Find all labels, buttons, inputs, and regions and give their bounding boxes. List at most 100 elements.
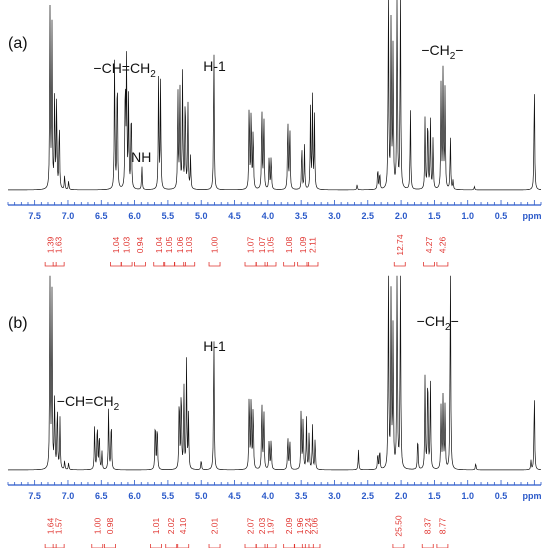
integral-bracket bbox=[421, 544, 434, 548]
integral-bracket bbox=[255, 262, 268, 267]
peak-annotation: −CH=CH2 bbox=[93, 60, 156, 80]
tick-label: 3.5 bbox=[295, 211, 308, 221]
integral-value: 1.05 bbox=[266, 236, 276, 253]
tick-label: 4.5 bbox=[228, 491, 241, 501]
integral-value: 1.05 bbox=[164, 236, 174, 253]
integral-bracket bbox=[264, 544, 277, 548]
integral-bracket bbox=[150, 544, 162, 548]
tick-label: 2.0 bbox=[395, 491, 408, 501]
integral-bracket bbox=[208, 544, 221, 548]
tick-label: 1.0 bbox=[461, 491, 474, 501]
integral-value: 4.10 bbox=[178, 517, 188, 534]
spectrum-panel-b: (b) −CH=CH2 H-1 −CH2− 7.5 7.0 6.5 6.0 5.5 5.0 4.5 4… bbox=[7, 275, 542, 548]
tick-label: 2.5 bbox=[362, 491, 375, 501]
integral-bracket bbox=[436, 262, 449, 267]
integral-bracket bbox=[177, 544, 190, 548]
tick-label: 6.5 bbox=[95, 211, 108, 221]
spectrum-panel-a: (a) −CH=CH2 NH H-1 −CH2− 7.5 7.0 6.5 6.0 5.5 5.0 4.… bbox=[7, 0, 542, 267]
tick-label: 7.5 bbox=[28, 211, 41, 221]
integral-bracket bbox=[264, 262, 277, 267]
tick-label: 4.5 bbox=[228, 211, 241, 221]
tick-label: 7.0 bbox=[62, 491, 75, 501]
spectrum-trace bbox=[8, 0, 541, 191]
tick-label: 5.5 bbox=[162, 211, 175, 221]
tick-label: 2.5 bbox=[362, 211, 375, 221]
integral-bracket bbox=[52, 544, 65, 548]
integral-value: 12.74 bbox=[395, 234, 405, 256]
axis-unit-label: ppm bbox=[523, 491, 542, 501]
integral-bracket bbox=[110, 262, 122, 267]
integral-bracket bbox=[392, 544, 405, 548]
peak-annotation: H-1 bbox=[203, 338, 226, 354]
peak-annotation: −CH2− bbox=[421, 42, 463, 62]
integral-value: 2.01 bbox=[210, 517, 220, 534]
tick-label: 1.5 bbox=[428, 211, 441, 221]
integral-bracket bbox=[244, 262, 257, 267]
integral-bracket bbox=[163, 262, 176, 267]
integral-bracket bbox=[293, 544, 306, 548]
tick-label: 4.0 bbox=[262, 211, 275, 221]
integral-value: 1.57 bbox=[54, 517, 64, 534]
integral-value: 1.04 bbox=[154, 236, 164, 253]
peak-annotation: NH bbox=[131, 149, 151, 165]
tick-label: 4.0 bbox=[262, 491, 275, 501]
integral-bracket bbox=[165, 544, 178, 548]
integral-bracket bbox=[173, 262, 186, 267]
integral-bracket bbox=[153, 262, 166, 267]
integral-value: 1.03 bbox=[122, 236, 132, 253]
integral-value: 4.26 bbox=[437, 236, 447, 253]
integral-value: 1.63 bbox=[54, 236, 64, 253]
tick-label: 7.5 bbox=[28, 491, 41, 501]
integral-value: 2.06 bbox=[309, 517, 319, 534]
integral-value: 1.04 bbox=[111, 236, 121, 253]
tick-label: 3.0 bbox=[328, 211, 341, 221]
tick-label: 5.0 bbox=[195, 491, 208, 501]
integral-value: 2.11 bbox=[307, 237, 317, 253]
peak-annotation: −CH2− bbox=[417, 313, 459, 333]
integral-bracket bbox=[104, 544, 116, 548]
tick-label: 0.5 bbox=[495, 491, 508, 501]
integral-bracket bbox=[306, 262, 319, 267]
tick-label: 6.0 bbox=[128, 491, 141, 501]
integral-value: 2.24 bbox=[303, 517, 313, 534]
integral-bracket bbox=[301, 544, 314, 548]
integral-bracket bbox=[44, 544, 57, 548]
spectrum-trace bbox=[7, 275, 541, 471]
integral-bracket bbox=[423, 262, 435, 267]
tick-label: 0.5 bbox=[495, 211, 508, 221]
integral-value: 1.08 bbox=[284, 236, 294, 253]
panel-label: (b) bbox=[8, 315, 28, 332]
integral-value: 2.03 bbox=[257, 517, 267, 534]
panel-label: (a) bbox=[8, 35, 28, 52]
integral-value: 1.97 bbox=[266, 517, 276, 534]
axis-unit-label: ppm bbox=[523, 211, 542, 221]
integral-value: 4.27 bbox=[424, 236, 434, 253]
integral-value: 1.07 bbox=[257, 236, 267, 253]
integral-value: 1.06 bbox=[175, 236, 185, 253]
integral-value: 2.02 bbox=[166, 517, 176, 534]
integral-bracket bbox=[44, 262, 57, 267]
tick-label: 3.0 bbox=[328, 491, 341, 501]
integral-bracket bbox=[134, 262, 146, 267]
integral-value: 1.03 bbox=[184, 236, 194, 253]
tick-label: 1.5 bbox=[428, 491, 441, 501]
integral-value: 1.39 bbox=[46, 236, 56, 253]
integral-value: 1.07 bbox=[246, 236, 256, 253]
tick-label: 5.5 bbox=[162, 491, 175, 501]
integral-bracket bbox=[308, 544, 321, 548]
integral-value: 1.96 bbox=[295, 517, 305, 534]
peak-annotation: H-1 bbox=[203, 58, 226, 74]
integral-value: 8.37 bbox=[423, 517, 433, 534]
integral-bracket bbox=[255, 544, 268, 548]
integral-value: 1.01 bbox=[151, 517, 161, 534]
integral-value: 0.94 bbox=[135, 236, 145, 253]
integral-value: 1.00 bbox=[210, 236, 220, 253]
integral-bracket bbox=[297, 262, 310, 267]
integral-value: 2.07 bbox=[246, 517, 256, 534]
integral-value: 1.00 bbox=[92, 517, 102, 534]
tick-label: 6.5 bbox=[95, 491, 108, 501]
integral-bracket bbox=[183, 262, 196, 267]
integral-bracket bbox=[283, 544, 296, 548]
integral-value: 8.77 bbox=[437, 517, 447, 534]
